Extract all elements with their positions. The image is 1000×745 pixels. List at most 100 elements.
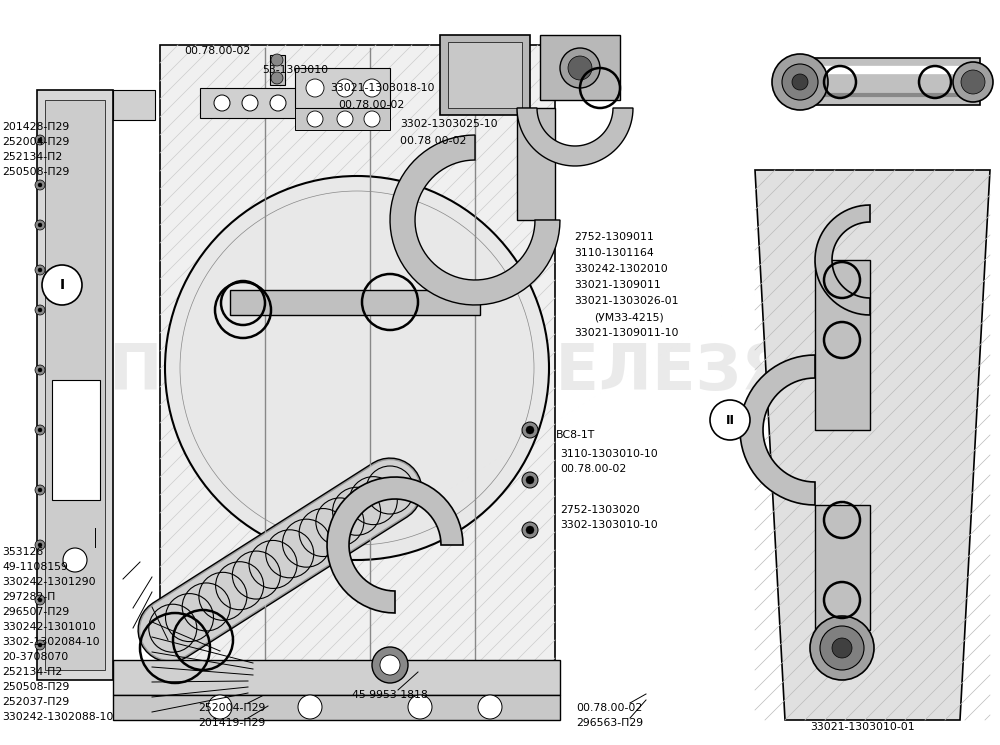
Circle shape bbox=[271, 72, 283, 84]
Circle shape bbox=[336, 79, 354, 97]
Circle shape bbox=[363, 79, 381, 97]
Text: 49-1108159: 49-1108159 bbox=[2, 562, 68, 572]
Circle shape bbox=[568, 56, 592, 80]
Circle shape bbox=[38, 223, 42, 227]
Text: 250508-П29: 250508-П29 bbox=[2, 167, 69, 177]
Circle shape bbox=[38, 428, 42, 432]
Circle shape bbox=[298, 695, 322, 719]
Circle shape bbox=[271, 54, 283, 66]
Polygon shape bbox=[815, 505, 870, 630]
Circle shape bbox=[42, 265, 82, 305]
Text: I: I bbox=[59, 278, 65, 292]
Polygon shape bbox=[52, 380, 100, 500]
Text: 3302-1303010-10: 3302-1303010-10 bbox=[560, 520, 658, 530]
Polygon shape bbox=[327, 477, 463, 613]
Circle shape bbox=[782, 64, 818, 100]
Polygon shape bbox=[517, 108, 555, 220]
Text: 330242-1301010: 330242-1301010 bbox=[2, 622, 96, 632]
Text: 33021-1309011: 33021-1309011 bbox=[574, 280, 661, 290]
Circle shape bbox=[526, 526, 534, 534]
Text: 3110-1301164: 3110-1301164 bbox=[574, 248, 654, 258]
Text: 297282-П: 297282-П bbox=[2, 592, 55, 602]
Polygon shape bbox=[440, 35, 530, 115]
Polygon shape bbox=[37, 90, 113, 680]
Circle shape bbox=[522, 522, 538, 538]
Circle shape bbox=[358, 95, 374, 111]
Circle shape bbox=[38, 268, 42, 272]
Text: 3302-1302084-10: 3302-1302084-10 bbox=[2, 637, 100, 647]
Circle shape bbox=[35, 540, 45, 550]
Text: (УМЗ3-4215): (УМЗ3-4215) bbox=[594, 313, 664, 323]
Circle shape bbox=[35, 640, 45, 650]
Circle shape bbox=[832, 638, 852, 658]
Circle shape bbox=[820, 626, 864, 670]
Polygon shape bbox=[295, 108, 390, 130]
Polygon shape bbox=[755, 170, 990, 720]
Polygon shape bbox=[540, 35, 620, 100]
Circle shape bbox=[165, 176, 549, 560]
Circle shape bbox=[35, 180, 45, 190]
Circle shape bbox=[38, 643, 42, 647]
Polygon shape bbox=[45, 100, 105, 670]
Text: 33021-1309011-10: 33021-1309011-10 bbox=[574, 328, 678, 338]
Circle shape bbox=[330, 95, 346, 111]
Text: 250508-П29: 250508-П29 bbox=[2, 682, 69, 692]
Text: 2752-1303020: 2752-1303020 bbox=[560, 505, 640, 515]
Polygon shape bbox=[200, 88, 385, 118]
Polygon shape bbox=[113, 90, 155, 120]
Circle shape bbox=[307, 111, 323, 127]
Text: 3302-1303025-10: 3302-1303025-10 bbox=[400, 119, 498, 129]
Text: 330242-1302010: 330242-1302010 bbox=[574, 264, 668, 274]
Text: 20-3708070: 20-3708070 bbox=[2, 652, 68, 662]
Circle shape bbox=[408, 695, 432, 719]
Circle shape bbox=[772, 54, 828, 110]
Text: 3110-1303010-10: 3110-1303010-10 bbox=[560, 449, 658, 459]
Text: 00.78.00-02: 00.78.00-02 bbox=[560, 464, 626, 474]
Circle shape bbox=[526, 476, 534, 484]
Polygon shape bbox=[448, 42, 522, 108]
Polygon shape bbox=[815, 205, 870, 315]
Circle shape bbox=[38, 543, 42, 547]
Circle shape bbox=[302, 95, 318, 111]
Text: 53-1303010: 53-1303010 bbox=[262, 65, 328, 75]
Text: 00.78 00-02: 00.78 00-02 bbox=[400, 136, 466, 146]
Circle shape bbox=[560, 48, 600, 88]
Circle shape bbox=[337, 111, 353, 127]
Circle shape bbox=[364, 111, 380, 127]
Circle shape bbox=[35, 485, 45, 495]
Text: ПЛАНЕТА ЖЕЛЕЗЯКА: ПЛАНЕТА ЖЕЛЕЗЯКА bbox=[109, 341, 891, 403]
Polygon shape bbox=[517, 108, 633, 166]
Circle shape bbox=[35, 595, 45, 605]
Text: 353126: 353126 bbox=[2, 547, 43, 557]
Text: II: II bbox=[726, 413, 734, 426]
Text: 330242-1302088-10: 330242-1302088-10 bbox=[2, 712, 113, 722]
Text: 296563-П29: 296563-П29 bbox=[576, 718, 643, 728]
Circle shape bbox=[306, 79, 324, 97]
Text: 252134-П2: 252134-П2 bbox=[2, 667, 62, 677]
Polygon shape bbox=[295, 68, 390, 108]
Circle shape bbox=[38, 138, 42, 142]
Circle shape bbox=[38, 183, 42, 187]
Circle shape bbox=[242, 95, 258, 111]
Circle shape bbox=[953, 62, 993, 102]
Circle shape bbox=[35, 305, 45, 315]
Polygon shape bbox=[160, 45, 555, 680]
Text: ВС8-1Т: ВС8-1Т bbox=[556, 430, 595, 440]
Text: 252004-П29: 252004-П29 bbox=[2, 137, 69, 147]
Circle shape bbox=[380, 655, 400, 675]
Circle shape bbox=[214, 95, 230, 111]
Polygon shape bbox=[113, 695, 560, 720]
Circle shape bbox=[35, 220, 45, 230]
Text: 252134-П2: 252134-П2 bbox=[2, 152, 62, 162]
Polygon shape bbox=[270, 55, 285, 85]
Circle shape bbox=[522, 472, 538, 488]
Text: 00.78.00-02: 00.78.00-02 bbox=[576, 703, 642, 713]
Circle shape bbox=[35, 365, 45, 375]
Circle shape bbox=[63, 548, 87, 572]
Circle shape bbox=[38, 488, 42, 492]
Circle shape bbox=[35, 425, 45, 435]
Text: 296507-П29: 296507-П29 bbox=[2, 607, 69, 617]
Circle shape bbox=[478, 695, 502, 719]
Text: 45 9953 1818: 45 9953 1818 bbox=[352, 690, 428, 700]
Circle shape bbox=[792, 74, 808, 90]
